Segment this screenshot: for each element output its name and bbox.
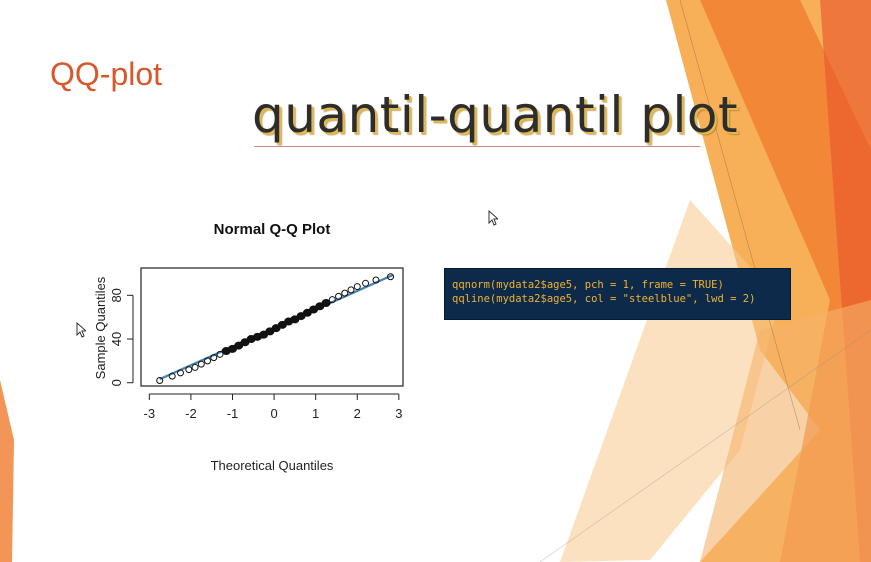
mouse-cursor-icon xyxy=(488,210,498,226)
x-tick-label: -1 xyxy=(227,406,239,421)
data-point xyxy=(204,357,212,365)
y-axis-label: Sample Quantiles xyxy=(93,276,108,379)
qq-plot-chart: Normal Q-Q Plot 0 40 80 -3 -2 -1 0 1 2 3 Theoret… xyxy=(93,221,404,473)
data-point xyxy=(168,372,176,380)
chart-title: Normal Q-Q Plot xyxy=(214,221,331,238)
data-point xyxy=(156,377,164,385)
data-point xyxy=(347,286,355,294)
x-tick-label: 3 xyxy=(395,406,402,421)
plot-frame xyxy=(140,267,404,387)
data-point xyxy=(372,276,380,284)
x-axis: -3 -2 -1 0 1 2 3 xyxy=(144,393,402,421)
data-point xyxy=(216,350,224,358)
data-point xyxy=(362,279,370,287)
data-point xyxy=(341,289,349,297)
y-tick-label: 40 xyxy=(109,332,124,346)
data-point xyxy=(197,360,205,368)
data-point xyxy=(185,366,193,374)
data-point xyxy=(321,298,331,307)
x-tick-label: 1 xyxy=(312,406,319,421)
data-point xyxy=(328,296,336,304)
sample-points xyxy=(156,273,395,385)
x-tick-label: -3 xyxy=(144,406,156,421)
x-axis-label: Theoretical Quantiles xyxy=(211,458,334,473)
title-underline xyxy=(254,146,700,147)
x-tick-label: -2 xyxy=(185,406,197,421)
mouse-cursor-icon-secondary xyxy=(76,322,86,338)
data-point xyxy=(335,292,343,300)
x-tick-label: 2 xyxy=(354,406,361,421)
x-tick-label: 0 xyxy=(270,406,277,421)
y-tick-label: 0 xyxy=(109,379,124,386)
data-point xyxy=(353,283,361,291)
data-point xyxy=(177,369,185,377)
data-point xyxy=(387,273,395,281)
slide-title: quantil-quantil plot xyxy=(252,86,739,144)
code-line-qqline: qqline(mydata2$age5, col = "steelblue", … xyxy=(452,293,756,305)
slide-section-label: QQ-plot xyxy=(50,56,163,92)
y-tick-label: 80 xyxy=(109,288,124,302)
data-point xyxy=(210,354,218,362)
code-line-qqnorm: qqnorm(mydata2$age5, pch = 1, frame = TR… xyxy=(452,279,724,291)
data-point xyxy=(191,363,199,371)
y-axis: 0 40 80 xyxy=(109,288,134,386)
code-snippet: qqnorm(mydata2$age5, pch = 1, frame = TR… xyxy=(444,268,791,320)
